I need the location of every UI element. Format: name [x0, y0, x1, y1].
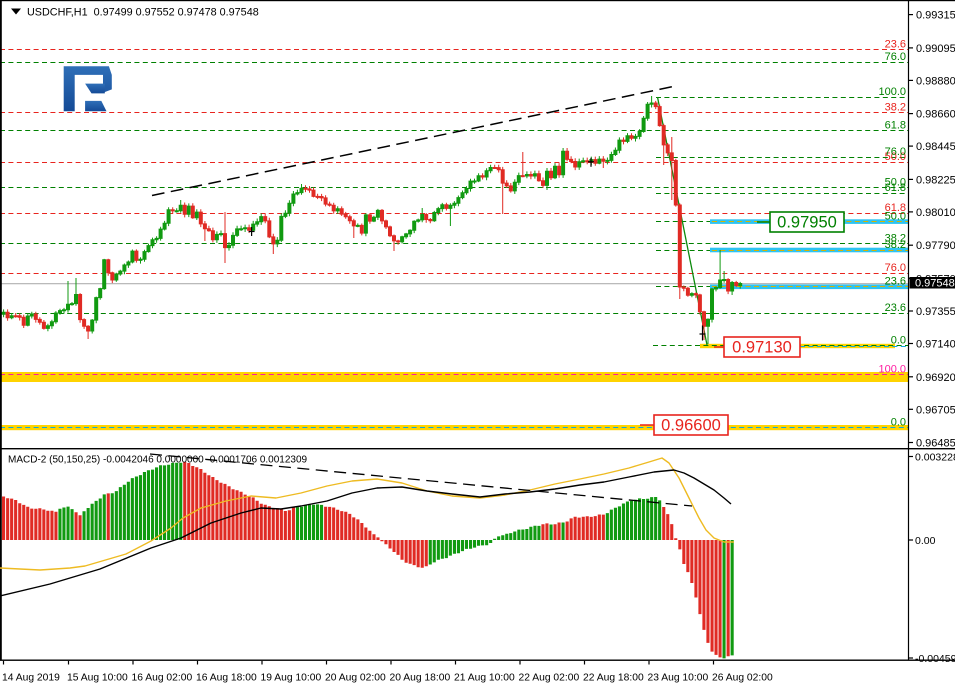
svg-text:38.2: 38.2: [885, 232, 906, 244]
svg-text:USDCHF,H1 0.97499 0.97552 0.9: USDCHF,H1 0.97499 0.97552 0.97478 0.9754…: [27, 7, 259, 19]
svg-text:16 Aug 02:00: 16 Aug 02:00: [132, 673, 193, 684]
svg-text:23.6: 23.6: [885, 38, 906, 50]
svg-text:22 Aug 02:00: 22 Aug 02:00: [519, 673, 580, 684]
svg-text:61.8: 61.8: [885, 202, 906, 214]
svg-text:0.98010: 0.98010: [916, 207, 955, 219]
svg-text:0.98225: 0.98225: [916, 174, 955, 186]
svg-text:23.6: 23.6: [885, 302, 906, 314]
svg-text:100.0: 100.0: [878, 86, 906, 98]
svg-text:14 Aug 2019: 14 Aug 2019: [2, 673, 60, 684]
svg-text:61.8: 61.8: [885, 119, 906, 131]
svg-text:0.96920: 0.96920: [916, 372, 955, 384]
svg-text:MACD-2 (50,150,25) -0.0042046: MACD-2 (50,150,25) -0.0042046 0.0000000 …: [8, 455, 308, 466]
svg-text:0.97950: 0.97950: [777, 214, 837, 232]
svg-text:76.0: 76.0: [885, 51, 906, 63]
svg-text:23.6: 23.6: [885, 276, 906, 288]
svg-text:26 Aug 02:00: 26 Aug 02:00: [712, 673, 773, 684]
svg-text:21 Aug 10:00: 21 Aug 10:00: [454, 673, 515, 684]
svg-text:0.98660: 0.98660: [916, 109, 955, 121]
svg-text:0.0: 0.0: [891, 416, 906, 428]
svg-text:0.00: 0.00: [915, 535, 936, 547]
svg-text:0.96485: 0.96485: [916, 438, 955, 450]
svg-text:20 Aug 02:00: 20 Aug 02:00: [325, 673, 386, 684]
svg-text:0.0032288: 0.0032288: [915, 452, 955, 464]
svg-text:38.2: 38.2: [885, 101, 906, 113]
svg-text:50.0: 50.0: [885, 176, 906, 188]
svg-text:20 Aug 18:00: 20 Aug 18:00: [390, 673, 451, 684]
svg-text:0.97130: 0.97130: [732, 339, 792, 357]
svg-text:0.97548: 0.97548: [915, 278, 955, 290]
svg-text:0.99095: 0.99095: [916, 43, 955, 55]
svg-text:76.0: 76.0: [885, 262, 906, 274]
svg-text:23 Aug 10:00: 23 Aug 10:00: [648, 673, 709, 684]
svg-text:0.97790: 0.97790: [916, 240, 955, 252]
svg-text:0.96600: 0.96600: [661, 417, 721, 435]
svg-text:0.98445: 0.98445: [916, 141, 955, 153]
svg-text:0.98880: 0.98880: [916, 75, 955, 87]
svg-text:0.97140: 0.97140: [916, 339, 955, 351]
svg-text:0.96705: 0.96705: [916, 404, 955, 416]
svg-text:100.0: 100.0: [878, 364, 906, 376]
svg-text:16 Aug 18:00: 16 Aug 18:00: [196, 673, 257, 684]
svg-text:50.0: 50.0: [885, 210, 906, 222]
svg-text:0.97355: 0.97355: [916, 306, 955, 318]
svg-text:76.0: 76.0: [885, 146, 906, 158]
svg-text:0.99315: 0.99315: [916, 10, 955, 22]
svg-text:-0.0045903: -0.0045903: [915, 653, 955, 665]
svg-text:50.0: 50.0: [885, 151, 906, 163]
svg-text:0.0: 0.0: [891, 334, 906, 346]
svg-text:61.8: 61.8: [885, 182, 906, 194]
svg-text:15 Aug 10:00: 15 Aug 10:00: [67, 673, 128, 684]
svg-text:22 Aug 18:00: 22 Aug 18:00: [583, 673, 644, 684]
svg-text:38.2: 38.2: [885, 239, 906, 251]
svg-text:19 Aug 10:00: 19 Aug 10:00: [261, 673, 322, 684]
